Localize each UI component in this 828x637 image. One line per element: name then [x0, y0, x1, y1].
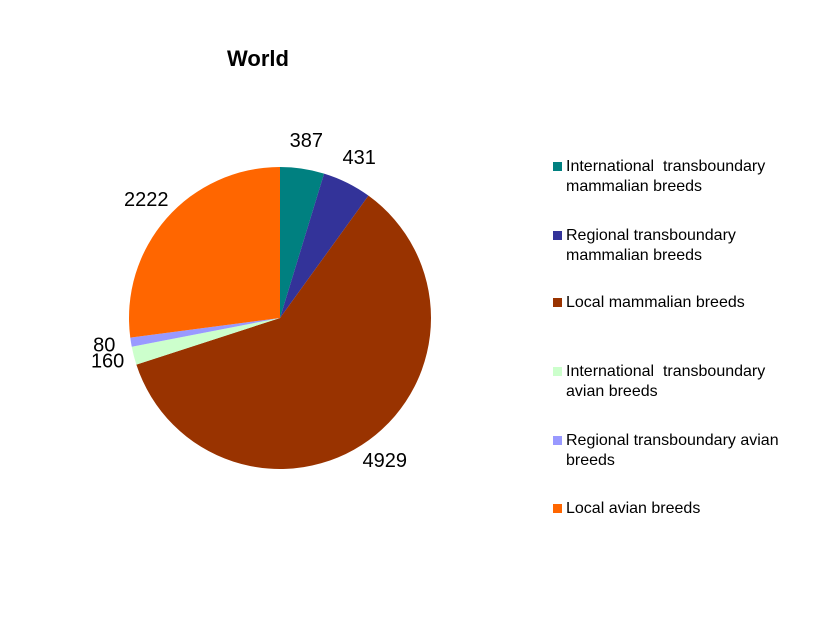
legend-swatch: [553, 298, 562, 307]
data-label: 431: [343, 147, 376, 169]
legend-label: International transboundary avian breeds: [566, 363, 770, 400]
legend-label: International transboundary mammalian br…: [566, 158, 770, 195]
pie-slice: [131, 318, 280, 365]
pie-slice: [280, 167, 325, 318]
legend-label: Regional transboundary mammalian breeds: [566, 227, 741, 264]
legend-swatch: [553, 436, 562, 445]
legend-item: Local avian breeds: [553, 499, 803, 519]
legend-item: International transboundary avian breeds: [553, 362, 803, 402]
pie-slice: [136, 195, 432, 470]
data-label: 4929: [362, 450, 407, 472]
legend-swatch: [553, 231, 562, 240]
legend-swatch: [553, 367, 562, 376]
legend-item: Local mammalian breeds: [553, 293, 803, 313]
legend-item: Regional transboundary avian breeds: [553, 431, 803, 471]
legend-swatch: [553, 504, 562, 513]
legend-label: Local mammalian breeds: [566, 294, 745, 311]
pie-slice: [128, 167, 280, 338]
pie-slice: [130, 318, 280, 347]
pie-slice: [280, 173, 369, 318]
data-label: 80: [93, 335, 115, 357]
legend-item: International transboundary mammalian br…: [553, 157, 803, 197]
data-label: 160: [91, 351, 124, 373]
legend-label: Regional transboundary avian breeds: [566, 432, 784, 469]
chart-title: World: [227, 46, 289, 71]
legend-item: Regional transboundary mammalian breeds: [553, 226, 803, 266]
legend-label: Local avian breeds: [566, 500, 701, 517]
data-label: 387: [290, 130, 323, 152]
legend-swatch: [553, 162, 562, 171]
data-label: 2222: [124, 189, 169, 211]
